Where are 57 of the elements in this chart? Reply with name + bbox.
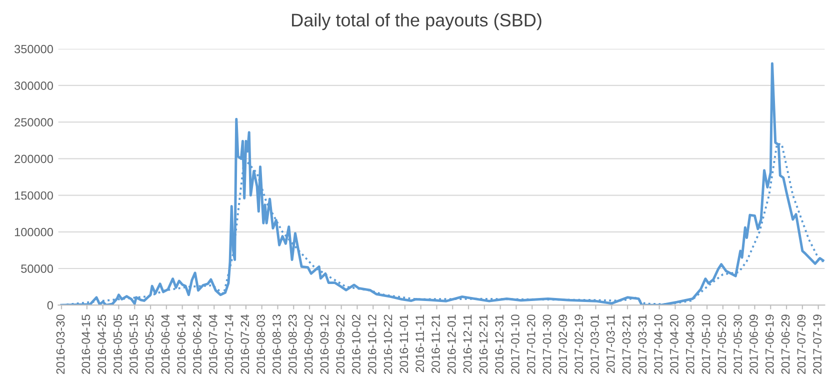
x-tick-label: 2017-03-31 bbox=[638, 314, 647, 374]
x-tick-label: 2016-09-02 bbox=[304, 314, 313, 374]
x-tick-label: 2017-04-20 bbox=[670, 314, 678, 374]
y-tick-label: 50000 bbox=[21, 264, 53, 273]
x-tick-label: 2016-08-03 bbox=[256, 314, 265, 374]
x-tick-label: 2017-03-01 bbox=[590, 314, 599, 374]
y-tick-label: 250000 bbox=[14, 118, 53, 126]
y-tick-label: 100000 bbox=[14, 228, 53, 236]
x-tick-label: 2016-12-31 bbox=[495, 314, 504, 374]
x-tick-label: 2017-02-19 bbox=[574, 314, 583, 374]
x-tick-label: 2016-07-04 bbox=[208, 314, 218, 374]
x-tick-label: 2017-05-10 bbox=[702, 314, 710, 374]
x-tick-label: 2017-05-20 bbox=[718, 314, 726, 374]
x-tick-label: 2017-04-30 bbox=[686, 314, 694, 374]
x-tick-label: 2016-12-11 bbox=[463, 314, 472, 374]
x-tick-label: 2017-06-19 bbox=[765, 314, 774, 374]
x-tick-label: 2016-08-23 bbox=[288, 314, 297, 374]
y-tick-label: 150000 bbox=[14, 191, 53, 200]
x-tick-label: 2017-07-09 bbox=[797, 314, 806, 374]
x-tick-label: 2016-09-22 bbox=[336, 314, 344, 374]
x-tick-label: 2016-05-15 bbox=[129, 314, 138, 374]
x-tick-label: 2016-10-22 bbox=[384, 314, 392, 374]
x-tick-label: 2017-01-20 bbox=[526, 314, 536, 374]
x-tick-label: 2016-04-15 bbox=[82, 314, 90, 374]
x-tick-label: 2016-11-11 bbox=[416, 314, 424, 372]
x-tick-label: 2016-06-14 bbox=[177, 314, 186, 374]
x-tick-label: 2017-07-19 bbox=[813, 314, 822, 374]
x-tick-label: 2016-10-12 bbox=[368, 314, 376, 374]
x-tick-label: 2016-12-01 bbox=[447, 314, 456, 374]
x-tick-label: 2016-03-30 bbox=[56, 314, 65, 374]
x-tick-label: 2017-06-09 bbox=[750, 314, 758, 374]
x-tick-label: 2017-04-10 bbox=[654, 314, 662, 374]
x-tick-label: 2016-07-24 bbox=[240, 314, 250, 374]
x-tick-label: 2017-02-09 bbox=[558, 314, 568, 374]
x-tick-label: 2016-06-24 bbox=[193, 314, 202, 374]
x-tick-label: 2016-09-12 bbox=[320, 314, 329, 374]
x-tick-label: 2016-07-14 bbox=[224, 314, 234, 374]
y-tick-label: 300000 bbox=[14, 82, 53, 90]
x-tick-label: 2016-08-13 bbox=[272, 314, 281, 374]
x-tick-label: 2016-11-01 bbox=[400, 314, 408, 374]
x-tick-label: 2016-05-05 bbox=[114, 314, 122, 374]
y-tick-label: 350000 bbox=[14, 44, 53, 54]
x-tick-label: 2016-11-21 bbox=[432, 314, 440, 374]
x-tick-label: 2017-03-21 bbox=[622, 314, 631, 374]
x-tick-label: 2016-06-04 bbox=[161, 314, 170, 374]
y-tick-label: 200000 bbox=[14, 154, 53, 164]
x-tick-label: 2016-05-25 bbox=[145, 314, 154, 374]
x-tick-label: 2017-01-30 bbox=[542, 314, 552, 374]
chart-title: Daily total of the payouts (SBD) bbox=[292, 13, 542, 30]
x-tick-label: 2016-12-21 bbox=[479, 314, 488, 374]
x-tick-label: 2017-01-10 bbox=[511, 314, 520, 374]
x-tick-label: 2016-04-25 bbox=[98, 314, 106, 374]
x-tick-label: 2017-05-30 bbox=[734, 314, 742, 374]
x-tick-label: 2017-06-29 bbox=[781, 314, 790, 374]
x-tick-label: 2017-03-11 bbox=[606, 314, 615, 374]
x-tick-label: 2016-10-02 bbox=[352, 314, 360, 374]
y-tick-label: 0 bbox=[47, 301, 53, 310]
